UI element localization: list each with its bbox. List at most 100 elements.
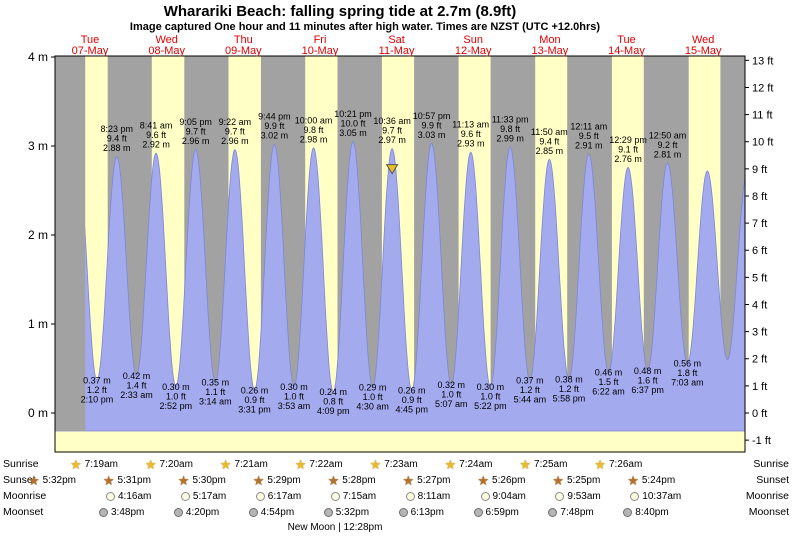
sunrise-time: 7:20am bbox=[159, 459, 193, 470]
sunrise-entry: ★ 7:23am bbox=[370, 458, 418, 471]
moonrise-entry: 7:15am bbox=[330, 490, 377, 503]
moonrise-entry: 5:17am bbox=[180, 490, 226, 503]
low-tide-label: 0.38 m 1.2 ft 5:58 pm bbox=[553, 375, 586, 404]
high-tide-label: 11:13 am 9.6 ft 2.93 m bbox=[452, 120, 489, 149]
moonrise-time: 7:15am bbox=[342, 491, 377, 502]
almanac-row-label-left-sunset: Sunset bbox=[3, 474, 36, 486]
y-axis-label-m: 3 m bbox=[28, 139, 48, 153]
moonrise-time: 9:53am bbox=[567, 491, 601, 502]
moonset-icon bbox=[99, 508, 108, 517]
high-tide-label: 10:21 pm 10.0 ft 3.05 m bbox=[334, 109, 372, 138]
moonset-entry: 4:54pm bbox=[248, 506, 294, 519]
moonrise-icon bbox=[630, 492, 640, 501]
high-tide-label: 11:33 pm 9.8 ft 2.99 m bbox=[492, 114, 529, 143]
day-date-label: 10-May bbox=[302, 45, 339, 57]
low-tide-label: 0.56 m 1.8 ft 7:03 am bbox=[671, 359, 704, 388]
moonrise-entry: 9:04am bbox=[480, 490, 526, 503]
moonset-icon bbox=[323, 508, 333, 517]
day-weekday-label: Sun bbox=[463, 34, 483, 46]
sunset-star-icon: ★ bbox=[252, 472, 265, 488]
moonrise-icon bbox=[106, 492, 115, 501]
x-axis-days: Tue07-MayWed08-MayThu09-MayFri10-MaySat1… bbox=[72, 34, 722, 57]
y-axis-label-ft: 1 ft bbox=[752, 381, 767, 393]
low-tide-label: 0.30 m 1.0 ft 5:22 pm bbox=[474, 382, 507, 411]
y-axis-label-ft: 4 ft bbox=[752, 300, 767, 312]
low-tide-label: 0.46 m 1.5 ft 6:22 am bbox=[592, 368, 625, 397]
y-axis-label-ft: 11 ft bbox=[752, 110, 773, 122]
moonrise-time: 4:16am bbox=[118, 491, 152, 502]
sunset-time: 5:28pm bbox=[342, 475, 376, 486]
moonset-entry: 6:13pm bbox=[398, 506, 444, 519]
high-tide-label: 10:57 pm 9.9 ft 3.03 m bbox=[413, 111, 451, 140]
sunset-star-icon: ★ bbox=[102, 472, 115, 488]
moonrise-entry: 4:16am bbox=[106, 490, 151, 503]
moonrise-icon bbox=[180, 492, 190, 501]
sunset-time: 5:30pm bbox=[192, 475, 226, 486]
day-weekday-label: Tue bbox=[617, 34, 636, 46]
y-axis-label-m: 2 m bbox=[28, 228, 48, 242]
sunrise-time: 7:22am bbox=[309, 459, 343, 470]
sunset-time: 5:31pm bbox=[117, 475, 151, 486]
sunset-entry: ★ 5:31pm bbox=[103, 474, 151, 487]
sunrise-star-icon: ★ bbox=[219, 456, 232, 472]
y-axis-label-ft: 10 ft bbox=[752, 137, 773, 149]
sunset-time: 5:25pm bbox=[566, 475, 601, 486]
high-tide-label: 8:41 am 9.6 ft 2.92 m bbox=[140, 121, 173, 150]
moon-phase-label: New Moon | 12:28pm bbox=[287, 522, 383, 533]
high-tide-label: 9:22 am 9.7 ft 2.96 m bbox=[219, 117, 252, 146]
almanac-row-label-left-sunrise: Sunrise bbox=[3, 458, 39, 470]
moonset-entry: 3:48pm bbox=[99, 506, 144, 519]
moonrise-time: 6:17am bbox=[267, 491, 302, 502]
sunrise-time: 7:23am bbox=[384, 459, 418, 470]
low-tide-label: 0.30 m 1.0 ft 3:53 am bbox=[278, 382, 311, 411]
low-tide-label: 0.24 m 0.8 ft 4:09 pm bbox=[317, 387, 350, 416]
sunset-time: 5:26pm bbox=[492, 475, 526, 486]
sunset-star-icon: ★ bbox=[627, 472, 639, 488]
moonrise-entry: 10:37am bbox=[630, 490, 681, 503]
sunrise-entry: ★ 7:22am bbox=[295, 458, 343, 471]
moonset-icon bbox=[623, 508, 633, 517]
almanac-row-label-left-moonset: Moonset bbox=[3, 506, 44, 518]
y-axis-label-ft: -1 ft bbox=[752, 435, 771, 447]
sunset-time: 5:29pm bbox=[267, 475, 301, 486]
high-tide-label: 8:23 pm 9.4 ft 2.88 m bbox=[101, 124, 134, 153]
sunrise-star-icon: ★ bbox=[70, 456, 82, 472]
almanac-row-label-left-moonrise: Moonrise bbox=[3, 490, 47, 502]
sunrise-entry: ★ 7:20am bbox=[145, 458, 193, 471]
high-tide-label: 9:44 pm 9.9 ft 3.02 m bbox=[258, 112, 291, 141]
day-date-label: 15-May bbox=[685, 45, 722, 57]
sunset-star-icon: ★ bbox=[552, 472, 564, 488]
sunset-star-icon: ★ bbox=[402, 472, 415, 488]
day-weekday-label: Wed bbox=[155, 34, 177, 46]
moonrise-icon bbox=[330, 492, 340, 501]
day-weekday-label: Wed bbox=[692, 34, 714, 46]
moonset-entry: 5:32pm bbox=[323, 506, 369, 519]
current-time-marker-icon bbox=[385, 164, 399, 175]
moonrise-icon bbox=[555, 492, 565, 501]
y-axis-label-ft: 5 ft bbox=[752, 272, 767, 284]
almanac-row-label-right-sunrise: Sunrise bbox=[753, 458, 789, 470]
high-tide-label: 9:05 pm 9.7 ft 2.96 m bbox=[179, 117, 212, 146]
almanac-row-label-right-sunset: Sunset bbox=[756, 474, 789, 486]
tide-curve bbox=[55, 140, 745, 432]
y-axis-label-ft: 6 ft bbox=[752, 245, 767, 257]
sunrise-time: 7:19am bbox=[84, 459, 119, 470]
high-tide-label: 10:00 am 9.8 ft 2.98 m bbox=[295, 115, 333, 144]
sunrise-entry: ★ 7:26am bbox=[594, 458, 642, 471]
sunset-entry: ★ 5:27pm bbox=[403, 474, 451, 487]
day-weekday-label: Tue bbox=[81, 34, 100, 46]
high-tide-label: 12:29 pm 9.1 ft 2.76 m bbox=[609, 135, 647, 164]
moonrise-icon bbox=[255, 492, 265, 501]
day-date-label: 08-May bbox=[148, 45, 185, 57]
sunrise-time: 7:24am bbox=[459, 459, 493, 470]
day-date-label: 12-May bbox=[455, 45, 492, 57]
low-tide-label: 0.32 m 1.0 ft 5:07 am bbox=[435, 380, 468, 409]
sunrise-star-icon: ★ bbox=[444, 456, 457, 472]
y-axis-label-ft: 0 ft bbox=[752, 408, 767, 420]
sunrise-entry: ★ 7:21am bbox=[220, 458, 268, 471]
moonset-icon bbox=[473, 508, 483, 517]
moonset-icon bbox=[398, 508, 408, 517]
sunset-time: 5:32pm bbox=[42, 475, 77, 486]
y-axis-label-ft: 13 ft bbox=[752, 55, 773, 67]
almanac-row-label-right-moonset: Moonset bbox=[748, 506, 789, 518]
